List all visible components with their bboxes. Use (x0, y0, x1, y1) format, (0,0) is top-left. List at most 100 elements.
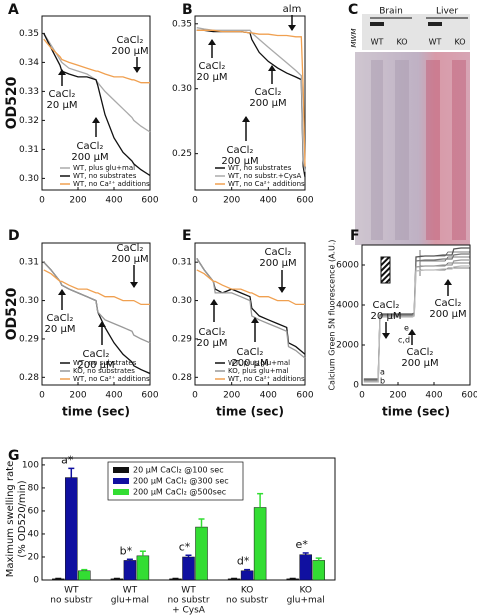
x-tick-label: 0 (39, 391, 45, 401)
annotation: 200 µM (401, 358, 438, 369)
x-tick-label: no substr (50, 596, 92, 606)
annotation: CaCl₂ (255, 87, 282, 98)
y-tick-label: 0.31 (19, 258, 39, 268)
x-tick-label: 600 (296, 196, 313, 206)
legend-swatch (113, 478, 129, 484)
band (370, 22, 384, 26)
arrow-head (58, 289, 66, 295)
series-line (363, 253, 470, 381)
series-line (196, 258, 306, 359)
x-tick-label: 200 (69, 196, 86, 206)
curve-label: e (404, 324, 409, 333)
lane (452, 60, 466, 240)
series-line (43, 269, 150, 306)
y-tick-label: 0.30 (19, 296, 39, 306)
annotation: CaCl₂ (83, 349, 110, 360)
x-tick-label: 200 (389, 391, 406, 401)
x-tick-label: 400 (260, 391, 277, 401)
annotation: CaCl₂ (227, 145, 254, 156)
y-tick-label: 0 (353, 381, 359, 391)
x-tick-label: 400 (105, 196, 122, 206)
y-tick-label: 20 (28, 552, 40, 562)
series-line (363, 265, 470, 383)
legend-label: WT, plus glu+mal (228, 359, 290, 367)
arrow-head (382, 333, 390, 339)
series-line (43, 261, 151, 344)
y-tick-label: 0.32 (19, 116, 39, 126)
arrow-head (288, 25, 296, 31)
series-line (43, 33, 151, 177)
x-axis-label: time (sec) (62, 405, 130, 419)
x-tick-label: 600 (461, 391, 477, 401)
arrow-head (98, 321, 106, 327)
group-label: Liver (436, 7, 458, 17)
group-label: Brain (379, 7, 403, 17)
legend-label: WT, plus glu+mal (73, 164, 135, 172)
x-tick-label: 200 (223, 391, 240, 401)
arrow-head (58, 69, 66, 75)
annotation: CaCl₂ (199, 61, 226, 72)
annotation: 200 µM (259, 258, 296, 269)
panel-label: G (8, 448, 20, 464)
y-axis-label: Maximum swelling rate (5, 461, 16, 578)
y-tick-label: 0.31 (19, 145, 39, 155)
annotation: CaCl₂ (117, 35, 144, 46)
value-label: d* (237, 555, 250, 568)
y-tick-label: 0.28 (19, 373, 39, 383)
y-tick-label: 0.28 (172, 373, 192, 383)
annotation: 200 µM (231, 358, 268, 369)
lane (395, 60, 409, 240)
y-tick-label: 0.30 (19, 174, 39, 184)
y-tick-label: 80 (28, 483, 40, 493)
panel-label: B (182, 2, 193, 18)
arrow-head (242, 116, 250, 122)
y-tick-label: 0.34 (19, 58, 39, 68)
y-tick-label: 0.25 (172, 149, 192, 159)
panel-label: C (348, 2, 358, 18)
lane (371, 60, 383, 240)
y-tick-label: 0.30 (172, 296, 192, 306)
bar (78, 570, 91, 581)
x-tick-label: 200 (69, 391, 86, 401)
bar (240, 570, 254, 581)
legend-label: KO, plus glu+mal (228, 367, 289, 375)
x-axis-label: time (sec) (216, 405, 284, 419)
plot-frame (41, 15, 151, 191)
y-tick-label: 40 (28, 529, 40, 539)
y-axis-label: OD520 (4, 287, 20, 340)
arrow-head (130, 282, 138, 288)
curve-label: b (380, 377, 385, 386)
legend-label: 200 µM CaCl₂ @300 sec (133, 477, 229, 486)
annotation: CaCl₂ (77, 141, 104, 152)
arrow-head (133, 67, 141, 73)
annotation: 200 µM (71, 152, 108, 163)
arrow-head (210, 299, 218, 305)
value-label: a* (61, 453, 74, 466)
x-tick-label: 400 (260, 196, 277, 206)
arrow-head (92, 117, 100, 123)
legend-label: WT, no substrates (73, 172, 137, 180)
series-line (43, 38, 150, 84)
x-tick-label: glu+mal (111, 596, 149, 606)
panel-label: D (8, 228, 20, 244)
x-tick-label: + CysA (172, 606, 206, 616)
y-tick-label: 0.33 (19, 87, 39, 97)
lane-label: KO (396, 38, 407, 47)
blot (362, 14, 470, 50)
lane (426, 60, 440, 240)
lane-label: KO (454, 38, 465, 47)
x-tick-label: 0 (39, 196, 45, 206)
legend-label: WT, no Ca²⁺ additions (228, 375, 305, 383)
legend-label: 200 µM CaCl₂ @500sec (133, 488, 226, 497)
curve-label: c,d (398, 336, 410, 345)
bar (253, 507, 267, 581)
annotation: 200 µM (111, 254, 148, 265)
annotation: CaCl₂ (49, 89, 76, 100)
y-tick-label: 0.31 (172, 258, 192, 268)
legend-label: WT, no Ca²⁺ additions (228, 180, 305, 188)
series-line (196, 29, 306, 167)
value-label: e* (296, 538, 309, 551)
annotation: CaCl₂ (237, 347, 264, 358)
bar (123, 560, 137, 581)
